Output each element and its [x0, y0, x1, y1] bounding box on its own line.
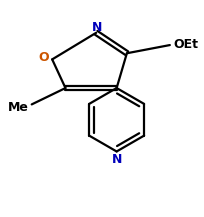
Text: Me: Me [8, 101, 29, 114]
Text: O: O [38, 51, 49, 64]
Text: OEt: OEt [172, 38, 197, 51]
Text: N: N [92, 21, 102, 34]
Text: N: N [111, 153, 121, 166]
